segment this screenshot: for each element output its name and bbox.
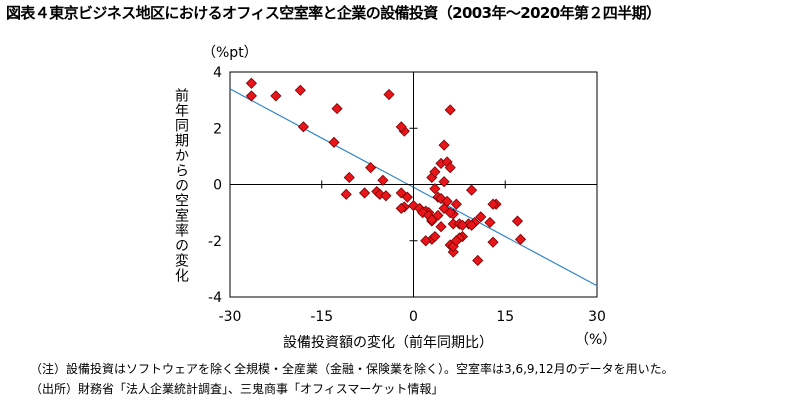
data-point (297, 121, 309, 133)
data-point (511, 215, 524, 227)
data-point (328, 136, 340, 148)
data-point (432, 209, 444, 222)
data-point (444, 162, 456, 174)
data-point (444, 207, 456, 219)
y-axis-label: 前年同期からの空室率の変化 (173, 88, 189, 283)
footnote-source: （出所）財務省「法人企業統計調査」、三鬼商事「オフィスマーケット情報」 (30, 382, 444, 396)
data-point (466, 219, 478, 231)
data-point (472, 254, 484, 267)
y-axis-unit: （%pt） (202, 45, 258, 61)
x-tick-label: 30 (588, 309, 606, 325)
data-point (395, 202, 407, 214)
data-point (487, 198, 499, 210)
data-point (383, 88, 395, 101)
y-tick-label: -4 (208, 290, 222, 306)
x-tick-label: 15 (496, 309, 514, 325)
y-tick-label: 0 (213, 178, 222, 194)
x-tick-label: -15 (310, 309, 333, 325)
data-point (444, 104, 456, 116)
data-point (359, 187, 371, 199)
data-point (270, 90, 282, 102)
data-point (365, 162, 377, 174)
data-point (441, 195, 453, 207)
data-point (447, 246, 459, 258)
data-point (466, 184, 478, 196)
data-point (429, 166, 441, 178)
data-point (331, 102, 343, 115)
chart-title: 図表４東京ビジネス地区におけるオフィス空室率と企業の設備投資（2003年～202… (6, 4, 661, 22)
data-point (435, 221, 447, 233)
x-tick-label: 0 (409, 309, 418, 325)
data-point (484, 216, 496, 229)
x-axis-label: 設備投資額の変化（前年同期比） (283, 335, 493, 351)
data-point (487, 236, 499, 248)
data-point (294, 84, 306, 96)
x-tick-label: -30 (219, 309, 242, 325)
y-tick-label: -2 (208, 234, 222, 250)
data-point (450, 198, 462, 210)
data-point (420, 235, 432, 247)
footnote-note: （注）設備投資はソフトウェアを除く全規模・全産業（金融・保険業を除く）。空室率は… (30, 362, 674, 376)
x-axis-unit: （%） (575, 332, 617, 348)
data-point (438, 139, 450, 151)
data-point (380, 190, 392, 202)
data-point (245, 77, 257, 89)
data-point (377, 174, 389, 186)
data-point (395, 121, 407, 133)
y-tick-label: 4 (213, 65, 222, 81)
data-point (429, 183, 441, 195)
data-point (456, 219, 468, 231)
y-tick-label: 2 (213, 121, 222, 137)
data-point (429, 230, 441, 243)
data-point (450, 235, 462, 247)
data-point (475, 211, 487, 223)
data-point (245, 90, 257, 102)
data-point (343, 171, 355, 184)
data-point (514, 233, 527, 245)
data-point (438, 176, 450, 188)
data-point (401, 191, 413, 203)
data-point (340, 188, 352, 200)
